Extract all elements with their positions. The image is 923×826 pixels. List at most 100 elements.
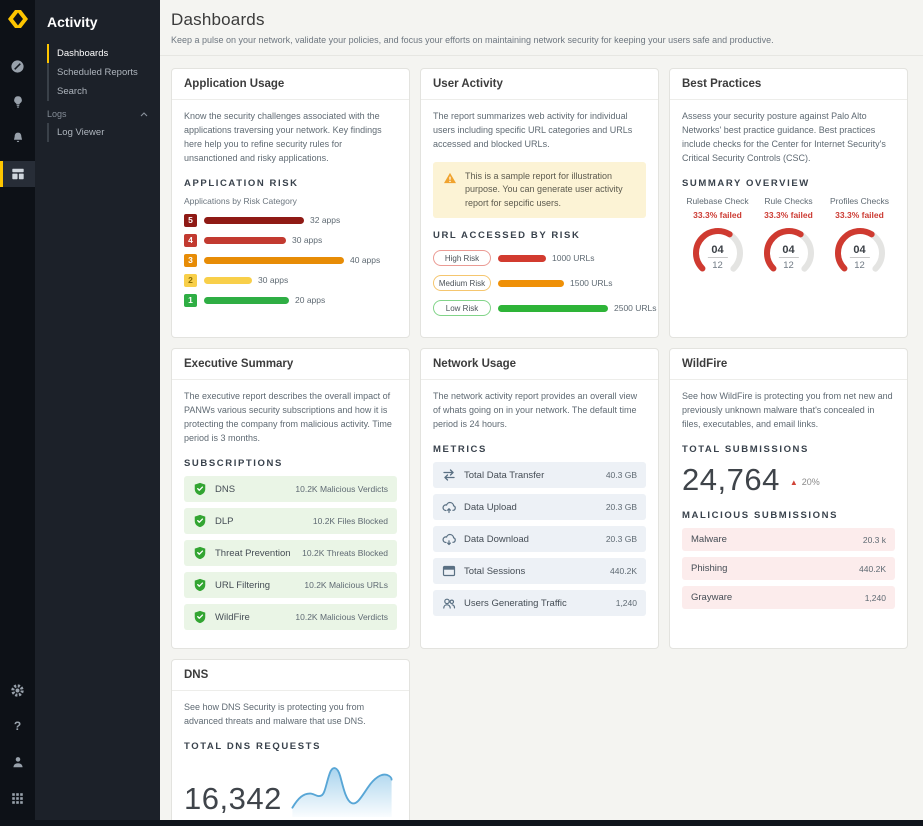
risk-badge: 3: [184, 253, 197, 267]
section-subscriptions: SUBSCRIPTIONS: [184, 458, 283, 470]
lightbulb-icon[interactable]: [0, 89, 35, 115]
subscription-row-threat-prevention: Threat Prevention 10.2K Threats Blocked: [184, 540, 397, 567]
subscription-value: 10.2K Malicious Verdicts: [295, 612, 388, 623]
risk-bar-label: 40 apps: [350, 255, 381, 266]
gauge-total: 12: [712, 259, 723, 271]
transfer-icon: [442, 468, 456, 482]
card-title-network-usage[interactable]: Network Usage: [421, 349, 658, 381]
chart-subtitle: Applications by Risk Category: [184, 195, 297, 206]
apps-grid-icon[interactable]: [0, 785, 35, 811]
card-title-executive-summary[interactable]: Executive Summary: [172, 349, 409, 381]
card-network-usage: Network Usage The network activity repor…: [420, 348, 659, 650]
url-row-medium: Medium Risk 1500 URLs: [433, 275, 646, 292]
subscription-value: 10.2K Files Blocked: [312, 516, 388, 527]
subscription-name: Threat Prevention: [215, 547, 291, 559]
page-subtitle: Keep a pulse on your network, validate y…: [171, 35, 774, 45]
malicious-row-malware: Malware 20.3 k: [682, 528, 895, 552]
gauge-label: Rulebase Check: [686, 195, 749, 206]
total-dns-requests-value: 16,342: [184, 780, 282, 816]
risk-bar-label: 30 apps: [292, 235, 323, 246]
card-description: The report summarizes web activity for i…: [433, 111, 633, 149]
main-content: Dashboards Keep a pulse on your network,…: [160, 0, 923, 826]
risk-bar-label: 30 apps: [258, 275, 289, 286]
shield-check-icon: [194, 610, 206, 624]
metric-name: Data Download: [464, 533, 529, 545]
gauge-failed-pct: 33.3% failed: [835, 209, 884, 220]
metric-row-users-generating-traffic: Users Generating Traffic 1,240: [433, 590, 646, 617]
panel-title: Activity: [47, 14, 98, 30]
metric-row-total-data-transfer: Total Data Transfer 40.3 GB: [433, 462, 646, 489]
risk-badge: 4: [184, 233, 197, 247]
gauge-failed-pct: 33.3% failed: [764, 209, 813, 220]
users-icon: [442, 596, 456, 610]
card-dns: DNS See how DNS Security is protecting y…: [171, 659, 410, 826]
dashboards-rail-icon[interactable]: [0, 161, 35, 187]
sessions-icon: [442, 564, 456, 578]
subscription-row-url-filtering: URL Filtering 10.2K Malicious URLs: [184, 572, 397, 599]
gauge-label: Rule Checks: [764, 195, 813, 206]
risk-badge: 5: [184, 213, 197, 227]
metric-name: Users Generating Traffic: [464, 597, 567, 609]
gauge-total: 12: [854, 259, 865, 271]
sidebar-item-search[interactable]: Search: [47, 82, 160, 101]
sidebar-group-logs[interactable]: Logs: [35, 101, 160, 123]
section-summary-overview: SUMMARY OVERVIEW: [682, 177, 810, 189]
notifications-bell-icon[interactable]: [0, 125, 35, 151]
sidebar-item-log-viewer[interactable]: Log Viewer: [47, 123, 160, 142]
explore-compass-icon[interactable]: [0, 53, 35, 79]
card-user-activity: User Activity The report summarizes web …: [420, 68, 659, 339]
risk-row-1: 1 20 apps: [184, 293, 397, 307]
risk-row-4: 4 30 apps: [184, 233, 397, 247]
subscription-name: DNS: [215, 483, 236, 495]
card-description: See how DNS Security is protecting you f…: [184, 702, 366, 726]
malicious-row-grayware: Grayware 1,240: [682, 586, 895, 610]
shield-check-icon: [194, 546, 206, 560]
gauge-value: 04: [707, 244, 728, 258]
metric-value: 440.2K: [610, 566, 637, 577]
sidebar-item-scheduled-reports[interactable]: Scheduled Reports: [47, 63, 160, 82]
url-bar-label: 1500 URLs: [570, 278, 613, 289]
risk-pill: Medium Risk: [433, 275, 491, 292]
card-title-application-usage[interactable]: Application Usage: [172, 69, 409, 100]
card-title-dns[interactable]: DNS: [172, 660, 409, 692]
metric-name: Data Upload: [464, 501, 517, 513]
risk-bar: [204, 276, 252, 284]
metric-value: 40.3 GB: [605, 470, 637, 481]
subscription-value: 10.2K Threats Blocked: [302, 548, 388, 559]
gauge-arc: [834, 227, 885, 278]
card-title-user-activity[interactable]: User Activity: [421, 69, 658, 100]
risk-row-5: 5 32 apps: [184, 213, 397, 227]
risk-row-2: 2 30 apps: [184, 273, 397, 287]
url-row-high: High Risk 1000 URLs: [433, 250, 646, 267]
dns-requests-sparkline: [291, 767, 393, 817]
card-title-wildfire[interactable]: WildFire: [670, 349, 907, 381]
shield-check-icon: [194, 578, 206, 592]
risk-pill: Low Risk: [433, 300, 491, 317]
page-title: Dashboards: [171, 10, 265, 29]
malicious-name: Grayware: [691, 592, 733, 604]
notice-text: This is a sample report for illustration…: [465, 170, 623, 208]
subscription-row-dns: DNS 10.2K Malicious Verdicts: [184, 476, 397, 503]
logs-group-label: Logs: [47, 109, 67, 119]
gauge-arc: [692, 227, 743, 278]
sidebar-item-dashboards[interactable]: Dashboards: [47, 44, 160, 63]
section-total-dns-requests: TOTAL DNS REQUESTS: [184, 740, 322, 752]
bottom-strip: [0, 820, 923, 826]
user-profile-icon[interactable]: [0, 749, 35, 775]
risk-pill: High Risk: [433, 250, 491, 267]
palo-alto-networks-logo-icon[interactable]: [6, 8, 30, 30]
section-malicious-submissions: MALICIOUS SUBMISSIONS: [682, 510, 839, 522]
card-title-best-practices[interactable]: Best Practices: [670, 69, 907, 100]
warning-triangle-icon: [444, 172, 456, 183]
card-application-usage: Application Usage Know the security chal…: [171, 68, 410, 339]
malicious-name: Malware: [691, 534, 727, 546]
metric-name: Total Sessions: [464, 565, 526, 577]
subscription-name: WildFire: [215, 611, 250, 623]
url-bar: [498, 279, 564, 287]
metric-value: 1,240: [615, 598, 637, 609]
metric-row-data-download: Data Download 20.3 GB: [433, 526, 646, 553]
settings-gear-icon[interactable]: [0, 677, 35, 703]
section-application-risk: APPLICATION RISK: [184, 177, 299, 189]
help-icon[interactable]: ?: [0, 713, 35, 739]
risk-badge: 2: [184, 273, 197, 287]
